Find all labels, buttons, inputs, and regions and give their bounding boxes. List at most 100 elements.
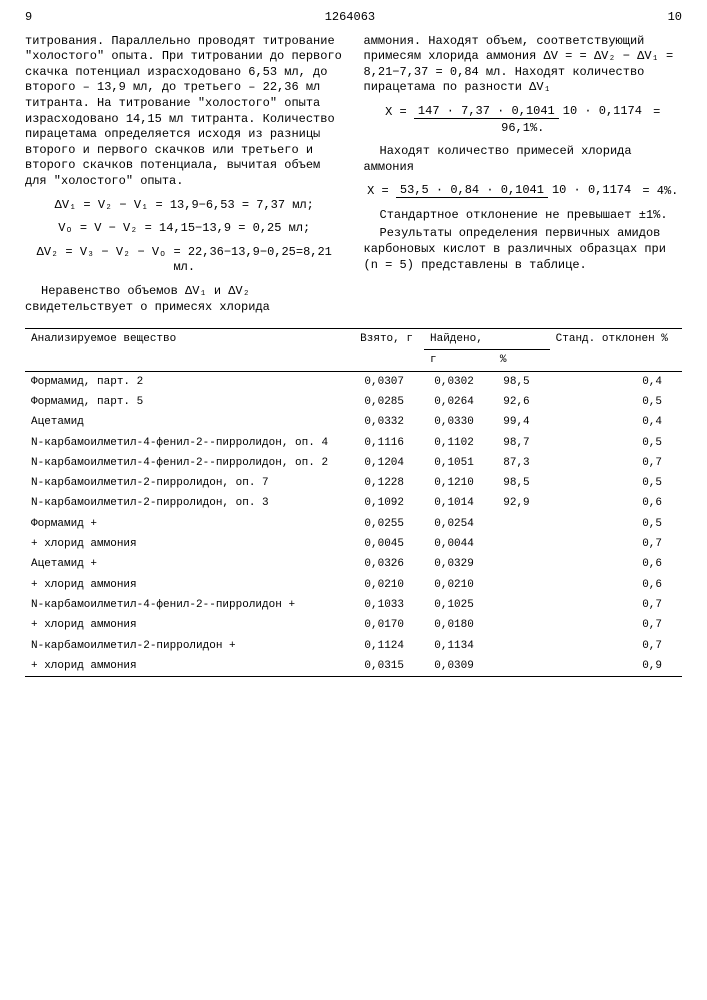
table-cell: [494, 595, 550, 615]
table-cell: Ацетамид: [25, 412, 354, 432]
table-cell: Формамид, парт. 2: [25, 371, 354, 392]
col-found-pct: %: [494, 350, 550, 371]
table-cell: 0,4: [550, 412, 682, 432]
table-cell: N-карбамоилметил-4-фенил-2--пирролидон +: [25, 595, 354, 615]
table-cell: [494, 534, 550, 554]
eq-dv2: ΔV₂ = V₃ − V₂ − Vₒ = 22,36−13,9−0,25=8,2…: [25, 245, 344, 276]
left-column: титрования. Параллельно проводят титрова…: [25, 31, 344, 319]
table-cell: + хлорид аммония: [25, 615, 354, 635]
table-cell: + хлорид аммония: [25, 575, 354, 595]
table-row: Ацетамид +0,03260,0329 0,6: [25, 554, 682, 574]
table-cell: 0,0044: [424, 534, 494, 554]
f2-den: 10 · 0,1174: [548, 183, 635, 197]
table-cell: 99,4: [494, 412, 550, 432]
table-cell: Формамид +: [25, 514, 354, 534]
table-cell: 0,0170: [354, 615, 424, 635]
table-cell: 0,6: [550, 493, 682, 513]
table-cell: [494, 636, 550, 656]
table-cell: 0,0210: [424, 575, 494, 595]
table-cell: N-карбамоилметил-4-фенил-2--пирролидон, …: [25, 453, 354, 473]
table-cell: 98,5: [494, 473, 550, 493]
table-row: N-карбамоилметил-2-пирролидон, оп. 30,10…: [25, 493, 682, 513]
f2-num: 53,5 · 0,84 · 0,1041: [396, 183, 548, 198]
table-cell: [494, 554, 550, 574]
table-cell: 0,0309: [424, 656, 494, 677]
table-cell: 0,0302: [424, 371, 494, 392]
table-cell: 92,9: [494, 493, 550, 513]
table-cell: 0,0332: [354, 412, 424, 432]
table-cell: 0,1014: [424, 493, 494, 513]
table-row: Формамид, парт. 50,02850,026492,60,5: [25, 392, 682, 412]
table-row: N-карбамоилметил-4-фенил-2--пирролидон, …: [25, 453, 682, 473]
table-cell: 0,0326: [354, 554, 424, 574]
formula-ammonium: X = 53,5 · 0,84 · 0,104110 · 0,1174 = 4%…: [364, 183, 683, 200]
table-cell: 0,0210: [354, 575, 424, 595]
table-cell: 0,0330: [424, 412, 494, 432]
table-row: + хлорид аммония0,01700,0180 0,7: [25, 615, 682, 635]
table-cell: 0,1228: [354, 473, 424, 493]
table-cell: 0,1210: [424, 473, 494, 493]
table-cell: 0,4: [550, 371, 682, 392]
table-row: N-карбамоилметил-4-фенил-2--пирролидон, …: [25, 433, 682, 453]
table-row: Формамид, парт. 20,03070,030298,50,4: [25, 371, 682, 392]
table-cell: 0,1124: [354, 636, 424, 656]
col-found-g: г: [424, 350, 494, 371]
right-para-1: аммония. Находят объем, соответствующий …: [364, 34, 683, 96]
page-num-left: 9: [25, 10, 32, 26]
table-cell: 0,6: [550, 554, 682, 574]
results-table: Анализируемое вещество Взято, г Найдено,…: [25, 328, 682, 677]
right-para-3: Стандартное отклонение не превышает ±1%.: [364, 208, 683, 224]
table-cell: + хлорид аммония: [25, 534, 354, 554]
table-cell: 0,0264: [424, 392, 494, 412]
table-cell: 0,5: [550, 392, 682, 412]
right-para-2: Находят количество примесей хлорида аммо…: [364, 144, 683, 175]
table-cell: [494, 514, 550, 534]
table-cell: 0,7: [550, 636, 682, 656]
table-cell: [494, 575, 550, 595]
table-cell: N-карбамоилметил-2-пирролидон, оп. 7: [25, 473, 354, 493]
table-cell: N-карбамоилметил-2-пирролидон, оп. 3: [25, 493, 354, 513]
table-row: + хлорид аммония0,00450,00440,7: [25, 534, 682, 554]
col-substance: Анализируемое вещество: [25, 329, 354, 372]
table-cell: 0,1102: [424, 433, 494, 453]
eq-dv1: ΔV₁ = V₂ − V₁ = 13,9−6,53 = 7,37 мл;: [25, 198, 344, 214]
table-cell: 0,0254: [424, 514, 494, 534]
table-cell: 0,1033: [354, 595, 424, 615]
table-cell: Ацетамид +: [25, 554, 354, 574]
table-cell: 0,7: [550, 615, 682, 635]
table-cell: 0,0180: [424, 615, 494, 635]
table-row: Ацетамид0,03320,033099,40,4: [25, 412, 682, 432]
left-para-2: Неравенство объемов ΔV₁ и ΔV₂ свидетельс…: [25, 284, 344, 315]
formula-piracetam: X = 147 · 7,37 · 0,104110 · 0,1174 = 96,…: [364, 104, 683, 136]
table-cell: [494, 615, 550, 635]
table-row: + хлорид аммония0,03150,03090,9: [25, 656, 682, 677]
table-row: Формамид +0,02550,02540,5: [25, 514, 682, 534]
table-cell: 0,1116: [354, 433, 424, 453]
table-cell: 0,1204: [354, 453, 424, 473]
table-row: N-карбамоилметил-2-пирролидон +0,11240,1…: [25, 636, 682, 656]
table-cell: 0,0255: [354, 514, 424, 534]
table-cell: 0,0329: [424, 554, 494, 574]
eq-v0: Vₒ = V − V₂ = 14,15−13,9 = 0,25 мл;: [25, 221, 344, 237]
left-para-1: титрования. Параллельно проводят титрова…: [25, 34, 344, 190]
table-cell: [494, 656, 550, 677]
table-cell: 0,6: [550, 575, 682, 595]
table-cell: + хлорид аммония: [25, 656, 354, 677]
table-cell: Формамид, парт. 5: [25, 392, 354, 412]
table-cell: 98,5: [494, 371, 550, 392]
table-cell: 0,0315: [354, 656, 424, 677]
col-found: Найдено,: [424, 329, 550, 350]
table-cell: N-карбамоилметил-2-пирролидон +: [25, 636, 354, 656]
table-cell: 0,1092: [354, 493, 424, 513]
col-taken: Взято, г: [354, 329, 424, 372]
table-body: Формамид, парт. 20,03070,030298,50,4Форм…: [25, 371, 682, 676]
table-cell: 0,7: [550, 595, 682, 615]
table-cell: 92,6: [494, 392, 550, 412]
table-cell: 0,7: [550, 453, 682, 473]
f1-num: 147 · 7,37 · 0,1041: [414, 104, 559, 119]
table-cell: 0,5: [550, 433, 682, 453]
two-column-body: титрования. Параллельно проводят титрова…: [25, 31, 682, 319]
table-cell: 98,7: [494, 433, 550, 453]
table-cell: 0,0045: [354, 534, 424, 554]
table-row: + хлорид аммония0,02100,02100,6: [25, 575, 682, 595]
